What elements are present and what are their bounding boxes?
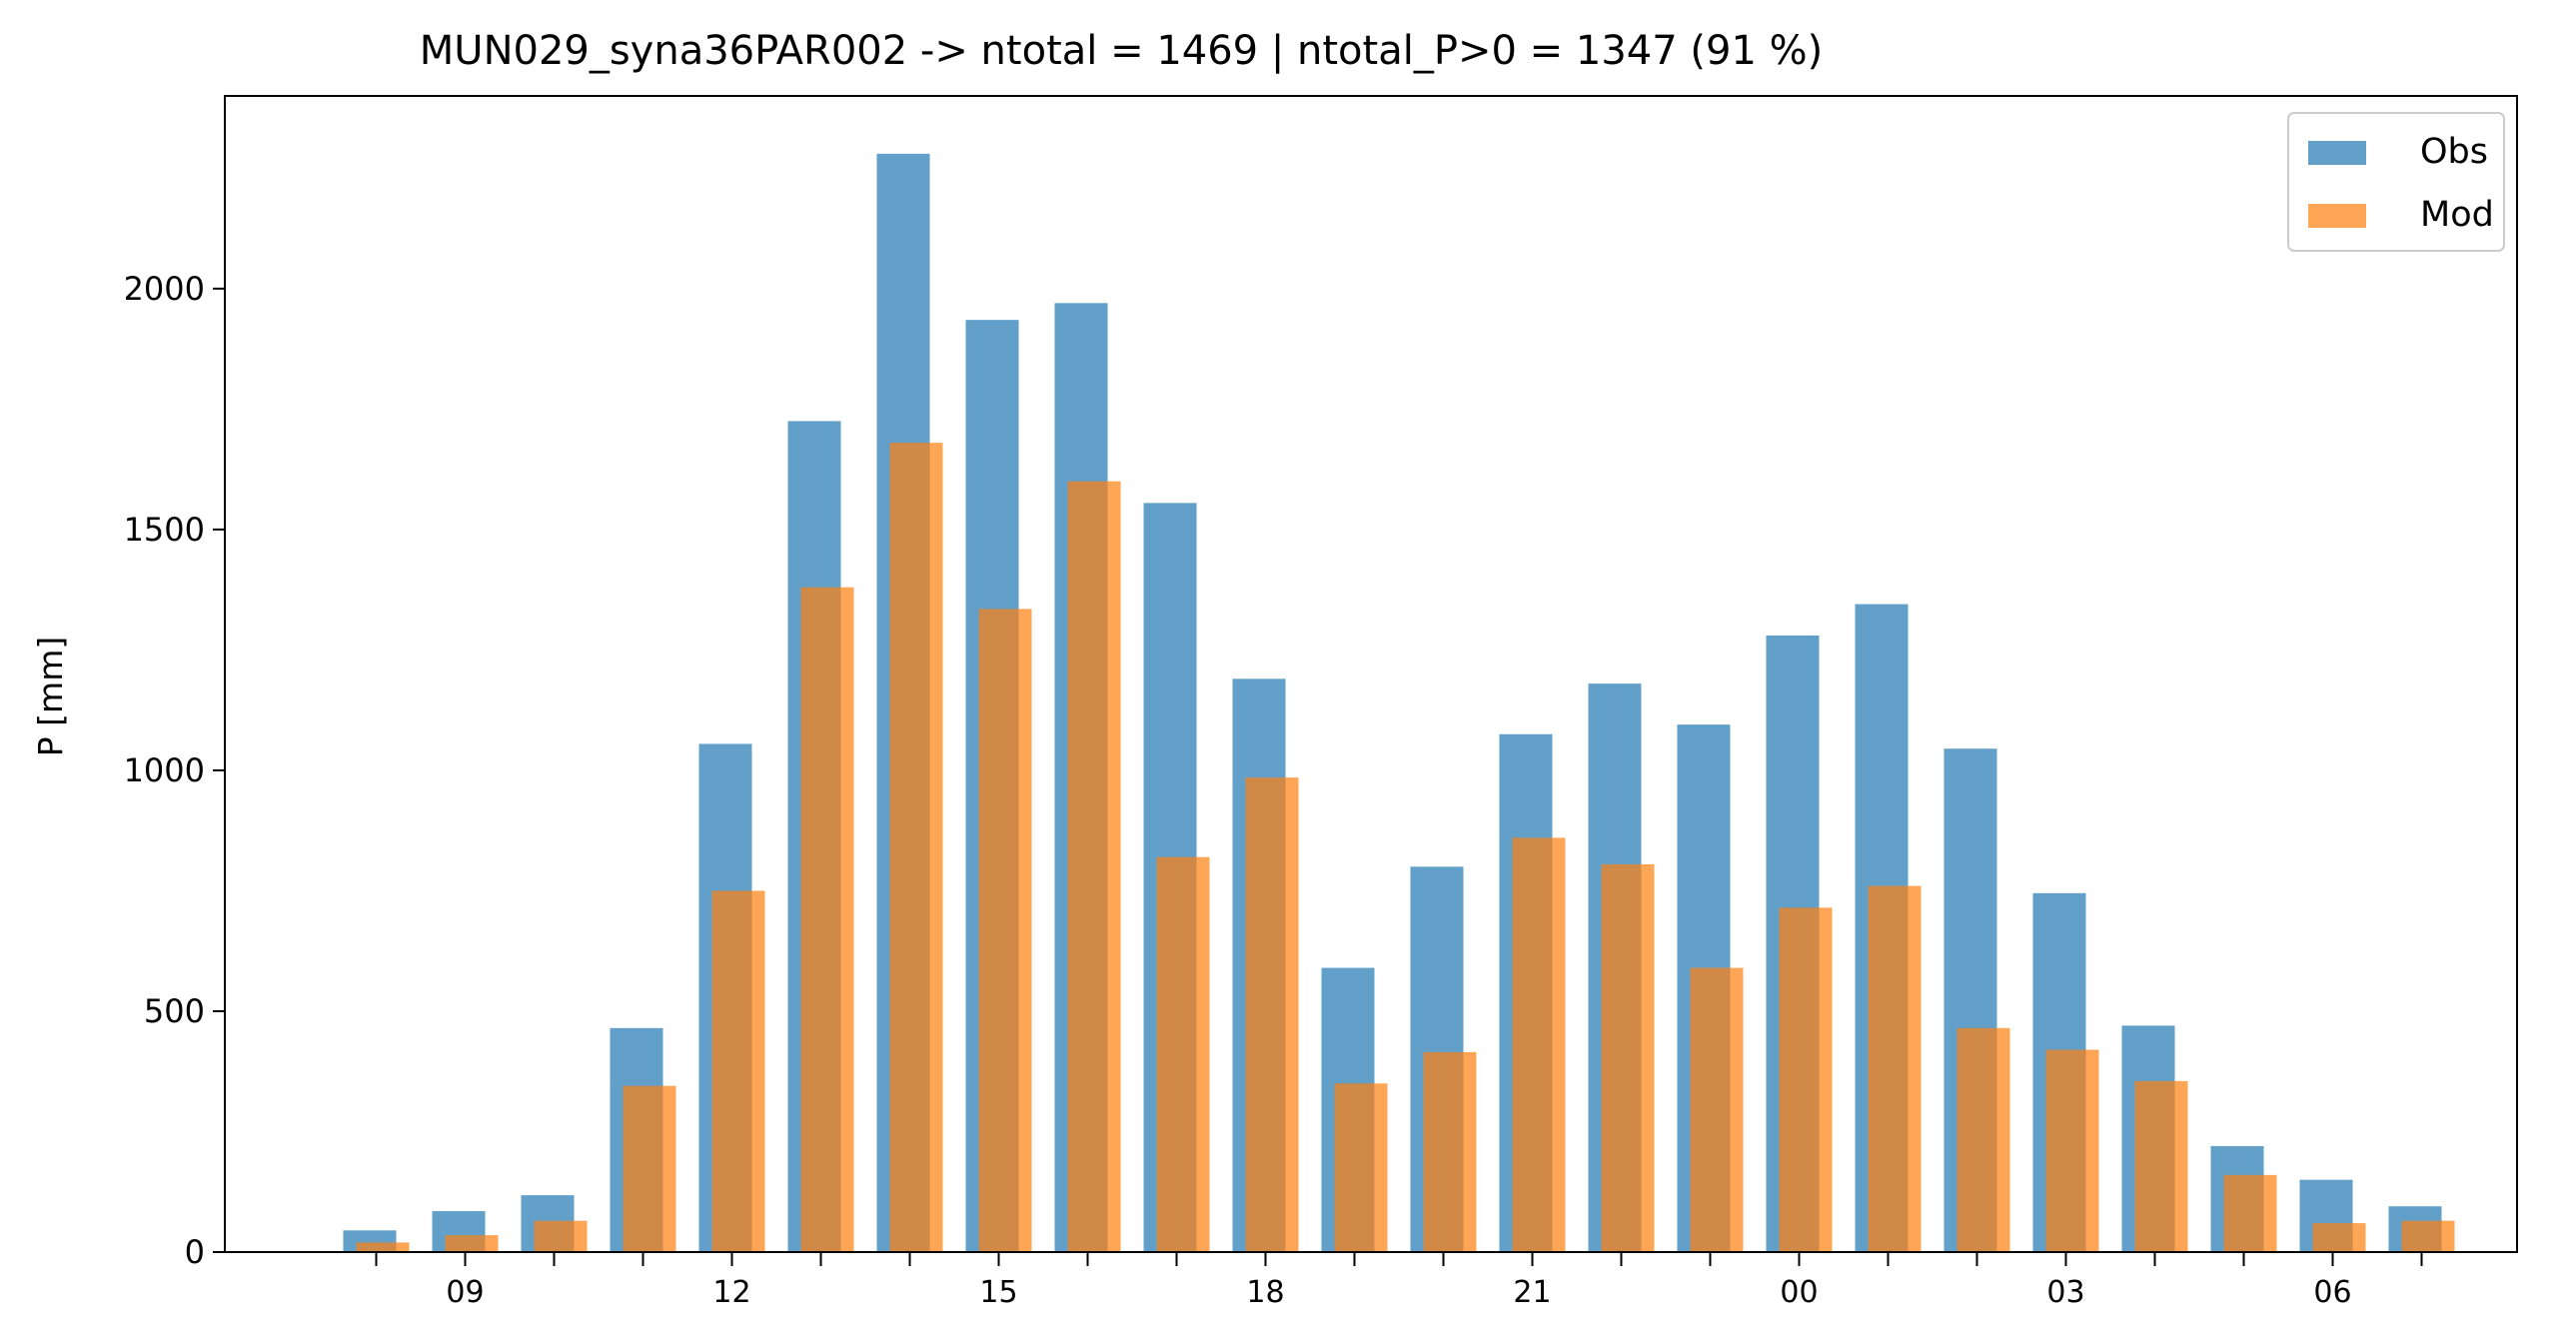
bar-mod-10 [1245, 777, 1299, 1252]
y-axis-label: P [mm] [31, 637, 70, 756]
bar-mod-8 [1067, 481, 1121, 1253]
bar-mod-20 [2134, 1080, 2188, 1252]
y-tick-label-1500: 1500 [124, 511, 205, 549]
bar-mod-17 [1868, 885, 1922, 1252]
x-tick-label-09: 09 [446, 1275, 484, 1310]
x-tick-label-00: 00 [1780, 1275, 1818, 1310]
y-tick-label-2000: 2000 [124, 270, 205, 308]
x-tick-label-15: 15 [979, 1275, 1017, 1310]
x-ticks-group: 09 12 15 18 21 00 03 06 [375, 1252, 2423, 1310]
bar-mod-0 [356, 1242, 410, 1252]
bar-mod-13 [1512, 837, 1566, 1252]
bar-mod-21 [2223, 1174, 2277, 1252]
bar-mod-7 [978, 609, 1032, 1252]
legend-swatch-mod [2308, 204, 2366, 228]
legend-label-mod: Mod [2420, 195, 2494, 235]
plot-frame [224, 95, 2518, 1253]
bar-mod-11 [1334, 1083, 1388, 1252]
x-tick-label-21: 21 [1513, 1275, 1551, 1310]
x-tick-label-18: 18 [1246, 1275, 1284, 1310]
bar-mod-23 [2401, 1220, 2455, 1252]
bar-mod-12 [1423, 1051, 1477, 1252]
y-tick-label-500: 500 [144, 992, 205, 1030]
legend-label-obs: Obs [2420, 132, 2488, 172]
bar-mod-22 [2312, 1223, 2366, 1252]
legend-swatch-obs [2308, 141, 2366, 165]
bars-group [343, 153, 2455, 1253]
chart-title: MUN029_syna36PAR002 -> ntotal = 1469 | n… [420, 28, 1823, 74]
bar-mod-4 [711, 890, 765, 1252]
x-tick-label-03: 03 [2046, 1275, 2084, 1310]
bar-mod-19 [2045, 1049, 2099, 1252]
x-tick-label-06: 06 [2313, 1275, 2351, 1310]
bar-mod-6 [889, 443, 943, 1253]
legend: Obs Mod [2287, 112, 2505, 252]
bar-mod-14 [1601, 863, 1655, 1252]
y-ticks-group: 0 500 1000 1500 2000 [124, 270, 225, 1271]
bar-mod-2 [534, 1220, 588, 1252]
y-tick-label-0: 0 [185, 1233, 205, 1271]
x-tick-label-12: 12 [712, 1275, 750, 1310]
bar-mod-1 [445, 1235, 499, 1252]
bar-mod-3 [623, 1085, 676, 1252]
y-tick-label-1000: 1000 [124, 751, 205, 789]
bar-mod-16 [1779, 907, 1833, 1252]
bar-mod-5 [800, 587, 854, 1252]
bar-mod-15 [1690, 967, 1744, 1252]
bar-mod-9 [1156, 856, 1210, 1252]
bar-mod-18 [1956, 1027, 2010, 1252]
